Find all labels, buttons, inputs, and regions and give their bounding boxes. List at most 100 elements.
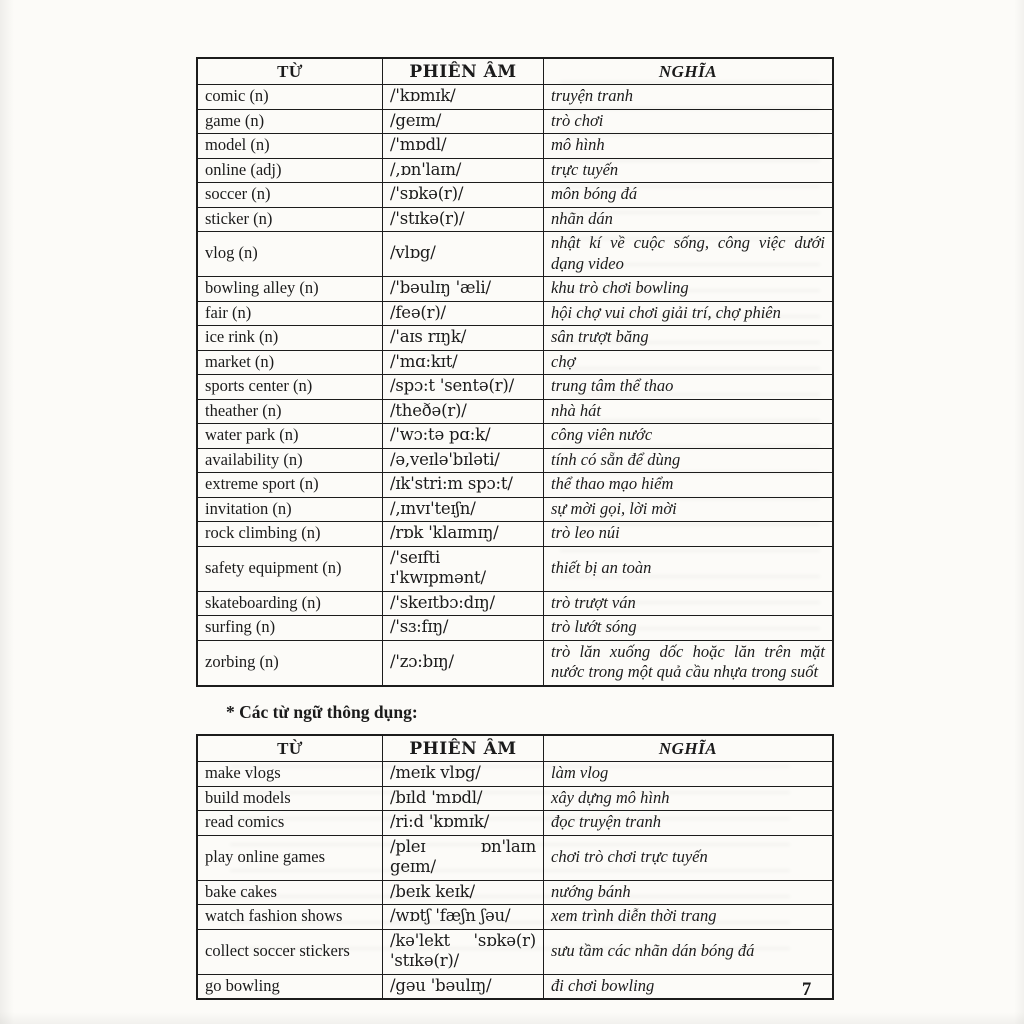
- table-row: collect soccer stickers/kə'lekt 'sɒkə(r)…: [196, 928, 834, 975]
- table-row: play online games/pleɪ ɒn'laɪn geɪm/chơi…: [196, 834, 834, 881]
- meaning-cell: trung tâm thể thao: [543, 374, 834, 400]
- header-row: TỪ PHIÊN ÂM NGHĨA: [196, 57, 834, 85]
- meaning-cell: mô hình: [543, 133, 834, 159]
- word-cell: availability (n): [196, 447, 383, 473]
- meaning-cell: đi chơi bowling: [543, 973, 834, 1000]
- header-meaning: NGHĨA: [543, 57, 834, 85]
- word-cell: watch fashion shows: [196, 904, 383, 930]
- phonetic-cell: /,ɒn'laɪn/: [382, 157, 544, 183]
- table-row: ice rink (n)/'aɪs rɪŋk/sân trượt băng: [196, 325, 834, 351]
- vocabulary-table-common-phrases: TỪ PHIÊN ÂM NGHĨA make vlogs/meɪk vlɒg/l…: [196, 734, 834, 1000]
- meaning-cell: trò trượt ván: [543, 590, 834, 616]
- word-cell: sticker (n): [196, 206, 383, 232]
- table-row: soccer (n)/'sɒkə(r)/môn bóng đá: [196, 182, 834, 208]
- word-cell: safety equipment (n): [196, 545, 383, 592]
- meaning-cell: thể thao mạo hiểm: [543, 472, 834, 498]
- phonetic-cell: /feə(r)/: [382, 300, 544, 326]
- phonetic-cell: /'aɪs rɪŋk/: [382, 325, 544, 351]
- meaning-cell: nhà hát: [543, 398, 834, 424]
- phonetic-cell: /ɪk'stri:m spɔ:t/: [382, 472, 544, 498]
- meaning-cell: xem trình diễn thời trang: [543, 904, 834, 930]
- table-row: skateboarding (n)/'skeɪtbɔ:dɪŋ/trò trượt…: [196, 590, 834, 616]
- word-cell: ice rink (n): [196, 325, 383, 351]
- meaning-cell: chơi trò chơi trực tuyến: [543, 834, 834, 881]
- table-row: model (n)/'mɒdl/mô hình: [196, 133, 834, 159]
- table-row: vlog (n)/vlɒg/nhật kí về cuộc sống, công…: [196, 231, 834, 277]
- table-row: read comics/ri:d 'kɒmɪk/đọc truyện tranh: [196, 810, 834, 836]
- table-row: build models/bɪld 'mɒdl/xây dựng mô hình: [196, 785, 834, 811]
- word-cell: soccer (n): [196, 182, 383, 208]
- word-cell: theather (n): [196, 398, 383, 424]
- meaning-cell: trò lăn xuống dốc hoặc lăn trên mặt nước…: [543, 639, 834, 686]
- table-row: go bowling/gəu 'bəulɪŋ/đi chơi bowling: [196, 973, 834, 1000]
- word-cell: water park (n): [196, 423, 383, 449]
- word-cell: vlog (n): [196, 231, 383, 277]
- table-row: watch fashion shows/wɒtʃ 'fæʃn ʃəu/xem t…: [196, 904, 834, 930]
- table-row: online (adj)/,ɒn'laɪn/trực tuyến: [196, 157, 834, 183]
- phonetic-cell: /ə,veɪlə'bɪləti/: [382, 447, 544, 473]
- word-cell: zorbing (n): [196, 639, 383, 686]
- phonetic-cell: /'sɜ:fɪŋ/: [382, 615, 544, 641]
- phonetic-cell: /geɪm/: [382, 108, 544, 134]
- phonetic-cell: /bɪld 'mɒdl/: [382, 785, 544, 811]
- word-cell: bowling alley (n): [196, 276, 383, 302]
- meaning-cell: nhãn dán: [543, 206, 834, 232]
- meaning-cell: truyện tranh: [543, 84, 834, 110]
- meaning-cell: trò leo núi: [543, 521, 834, 547]
- header-phonetic: PHIÊN ÂM: [382, 734, 544, 762]
- meaning-cell: khu trò chơi bowling: [543, 276, 834, 302]
- header-word: TỪ: [196, 57, 383, 85]
- word-cell: go bowling: [196, 973, 383, 1000]
- meaning-cell: hội chợ vui chơi giải trí, chợ phiên: [543, 300, 834, 326]
- table-header: TỪ PHIÊN ÂM NGHĨA: [196, 734, 834, 762]
- table-row: bowling alley (n)/'bəulɪŋ 'æli/khu trò c…: [196, 276, 834, 302]
- phonetic-cell: /'zɔ:bɪŋ/: [382, 639, 544, 686]
- phonetic-cell: /theðə(r)/: [382, 398, 544, 424]
- phonetic-cell: /'seɪfti ɪ'kwɪpmənt/: [382, 545, 544, 592]
- word-cell: market (n): [196, 349, 383, 375]
- table-row: comic (n)/'kɒmɪk/truyện tranh: [196, 84, 834, 110]
- phonetic-cell: /ri:d 'kɒmɪk/: [382, 810, 544, 836]
- phonetic-cell: /pleɪ ɒn'laɪn geɪm/: [382, 834, 544, 881]
- header-word: TỪ: [196, 734, 383, 762]
- phonetic-cell: /'kɒmɪk/: [382, 84, 544, 110]
- meaning-cell: trò chơi: [543, 108, 834, 134]
- word-cell: skateboarding (n): [196, 590, 383, 616]
- meaning-cell: trò lướt sóng: [543, 615, 834, 641]
- phonetic-cell: /'skeɪtbɔ:dɪŋ/: [382, 590, 544, 616]
- meaning-cell: đọc truyện tranh: [543, 810, 834, 836]
- table-row: surfing (n)/'sɜ:fɪŋ/trò lướt sóng: [196, 615, 834, 641]
- table-row: invitation (n)/,ɪnvɪ'teɪʃn/sự mời gọi, l…: [196, 496, 834, 522]
- table-row: theather (n)/theðə(r)/nhà hát: [196, 398, 834, 424]
- table-row: bake cakes/beɪk keɪk/nướng bánh: [196, 879, 834, 905]
- meaning-cell: công viên nước: [543, 423, 834, 449]
- header-meaning: NGHĨA: [543, 734, 834, 762]
- word-cell: invitation (n): [196, 496, 383, 522]
- table-row: fair (n)/feə(r)/hội chợ vui chơi giải tr…: [196, 300, 834, 326]
- phonetic-cell: /'sɒkə(r)/: [382, 182, 544, 208]
- phonetic-cell: /,ɪnvɪ'teɪʃn/: [382, 496, 544, 522]
- table-row: water park (n)/'wɔ:tə pɑ:k/công viên nướ…: [196, 423, 834, 449]
- table-body: make vlogs/meɪk vlɒg/làm vlog build model…: [196, 761, 834, 1000]
- phonetic-cell: /wɒtʃ 'fæʃn ʃəu/: [382, 904, 544, 930]
- meaning-cell: môn bóng đá: [543, 182, 834, 208]
- meaning-cell: sân trượt băng: [543, 325, 834, 351]
- table-row: make vlogs/meɪk vlɒg/làm vlog: [196, 761, 834, 787]
- meaning-cell: thiết bị an toàn: [543, 545, 834, 592]
- word-cell: model (n): [196, 133, 383, 159]
- header-phonetic: PHIÊN ÂM: [382, 57, 544, 85]
- phonetic-cell: /'mɑ:kɪt/: [382, 349, 544, 375]
- meaning-cell: nướng bánh: [543, 879, 834, 905]
- table-row: safety equipment (n)/'seɪfti ɪ'kwɪpmənt/…: [196, 545, 834, 592]
- word-cell: game (n): [196, 108, 383, 134]
- table-row: market (n)/'mɑ:kɪt/chợ: [196, 349, 834, 375]
- word-cell: rock climbing (n): [196, 521, 383, 547]
- phonetic-cell: /rɒk 'klaɪmɪŋ/: [382, 521, 544, 547]
- meaning-cell: sưu tầm các nhãn dán bóng đá: [543, 928, 834, 975]
- word-cell: online (adj): [196, 157, 383, 183]
- table-row: sports center (n)/spɔ:t 'sentə(r)/trung …: [196, 374, 834, 400]
- meaning-cell: chợ: [543, 349, 834, 375]
- word-cell: surfing (n): [196, 615, 383, 641]
- meaning-cell: làm vlog: [543, 761, 834, 787]
